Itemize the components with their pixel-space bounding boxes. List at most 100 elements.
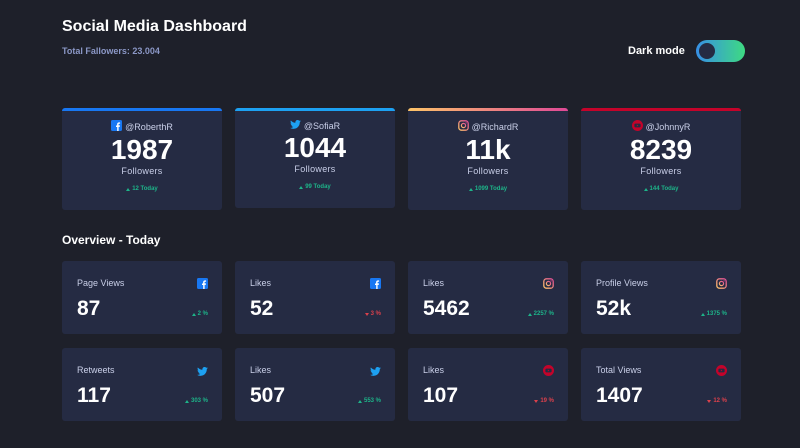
card-accent-bar <box>62 108 222 111</box>
today-text: 99 Today <box>305 184 331 190</box>
page-title: Social Media Dashboard <box>62 18 247 35</box>
overview-title: Overview - Today <box>62 233 161 247</box>
follower-card-instagram[interactable]: @RichardR 11k Followers 1099 Today <box>408 108 568 210</box>
metric-value: 87 <box>77 297 101 320</box>
dashboard-header: Social Media Dashboard Total Fallowers: … <box>62 18 247 56</box>
dark-mode-label: Dark mode <box>628 45 685 57</box>
facebook-icon <box>370 276 381 294</box>
metric-value: 5462 <box>423 297 470 320</box>
change-text: 553 % <box>363 398 381 404</box>
metric-value: 52k <box>596 297 632 320</box>
change-text: 2257 % <box>533 311 554 317</box>
arrow-up-icon <box>184 399 189 403</box>
overview-card[interactable]: Likes 52 3 % <box>235 261 395 334</box>
follower-card-facebook[interactable]: @RoberthR 1987 Followers 12 Today <box>62 108 222 210</box>
follower-count: 1044 <box>283 132 347 163</box>
overview-card[interactable]: Likes 107 19 % <box>408 348 568 421</box>
facebook-icon <box>197 276 208 294</box>
instagram-icon <box>457 120 469 133</box>
facebook-icon <box>111 120 123 133</box>
metric-value: 507 <box>250 384 286 407</box>
overview-card[interactable]: Retweets 117 303 % <box>62 348 222 421</box>
youtube-icon <box>543 363 554 381</box>
arrow-up-icon <box>299 185 304 189</box>
metric-label: Likes <box>423 278 445 288</box>
change-text: 2 % <box>197 311 208 317</box>
instagram-icon <box>543 276 554 294</box>
overview-card[interactable]: Likes 507 553 % <box>235 348 395 421</box>
change-text: 3 % <box>370 311 381 317</box>
metric-label: Page Views <box>77 278 125 288</box>
arrow-down-icon <box>364 312 369 316</box>
twitter-icon <box>290 120 301 131</box>
today-change: 144 Today <box>581 186 741 192</box>
metric-value: 117 <box>77 384 111 407</box>
dark-mode-toggle[interactable] <box>695 40 745 62</box>
arrow-up-icon <box>527 312 532 316</box>
change-text: 1375 % <box>706 311 727 317</box>
handle: @RoberthR <box>125 121 173 132</box>
arrow-up-icon <box>357 399 362 403</box>
follower-count: 11k <box>465 134 511 165</box>
metric-change: 2257 % <box>527 311 554 317</box>
metric-label: Likes <box>250 278 272 288</box>
overview-card[interactable]: Profile Views 52k 1375 % <box>581 261 741 334</box>
follower-count: 1987 <box>110 134 174 165</box>
metric-change: 303 % <box>184 398 208 404</box>
arrow-up-icon <box>700 312 705 316</box>
overview-card[interactable]: Likes 5462 2257 % <box>408 261 568 334</box>
handle-row: @RichardR <box>408 120 568 133</box>
metric-label: Total Views <box>596 365 642 375</box>
handle: @JohnnyR <box>645 121 691 132</box>
change-text: 12 % <box>713 398 727 404</box>
followers-label: Followers <box>121 166 163 176</box>
arrow-up-icon <box>126 187 131 191</box>
follower-card-twitter[interactable]: @SofiaR 1044 Followers 99 Today <box>235 108 395 208</box>
metric-change: 12 % <box>707 398 727 404</box>
metric-label: Profile Views <box>596 278 648 288</box>
overview-card[interactable]: Page Views 87 2 % <box>62 261 222 334</box>
toggle-knob <box>698 43 715 59</box>
instagram-icon <box>716 276 727 294</box>
handle: @RichardR <box>471 121 519 132</box>
metric-value: 1407 <box>596 384 643 407</box>
youtube-icon <box>716 363 727 381</box>
metric-value: 52 <box>250 297 274 320</box>
arrow-up-icon <box>643 187 648 191</box>
today-text: 144 Today <box>649 186 679 192</box>
arrow-down-icon <box>534 399 539 403</box>
arrow-down-icon <box>707 399 712 403</box>
handle-row: @SofiaR <box>235 120 395 131</box>
change-text: 303 % <box>190 398 208 404</box>
handle: @SofiaR <box>303 120 341 131</box>
followers-label: Followers <box>640 166 682 176</box>
handle-row: @RoberthR <box>62 120 222 133</box>
followers-label: Followers <box>467 166 509 176</box>
follower-card-youtube[interactable]: @JohnnyR 8239 Followers 144 Today <box>581 108 741 210</box>
metric-change: 3 % <box>364 311 381 317</box>
arrow-up-icon <box>468 187 473 191</box>
follower-count: 8239 <box>629 134 693 165</box>
card-accent-bar <box>408 108 568 111</box>
followers-label: Followers <box>294 164 336 174</box>
metric-change: 553 % <box>357 398 381 404</box>
today-text: 1099 Today <box>474 186 508 192</box>
twitter-icon <box>370 363 381 381</box>
metric-change: 19 % <box>534 398 554 404</box>
total-followers: Total Fallowers: 23.004 <box>62 46 160 56</box>
today-text: 12 Today <box>132 186 158 192</box>
today-change: 1099 Today <box>408 186 568 192</box>
metric-label: Retweets <box>77 365 115 375</box>
metric-label: Likes <box>250 365 272 375</box>
arrow-up-icon <box>191 312 196 316</box>
metric-value: 107 <box>423 384 459 407</box>
metric-change: 2 % <box>191 311 208 317</box>
handle-row: @JohnnyR <box>581 120 741 133</box>
today-change: 99 Today <box>235 184 395 190</box>
change-text: 19 % <box>540 398 554 404</box>
overview-card[interactable]: Total Views 1407 12 % <box>581 348 741 421</box>
metric-change: 1375 % <box>700 311 727 317</box>
youtube-icon <box>631 120 643 133</box>
dark-mode-control: Dark mode <box>628 40 745 62</box>
card-accent-bar <box>235 108 395 111</box>
